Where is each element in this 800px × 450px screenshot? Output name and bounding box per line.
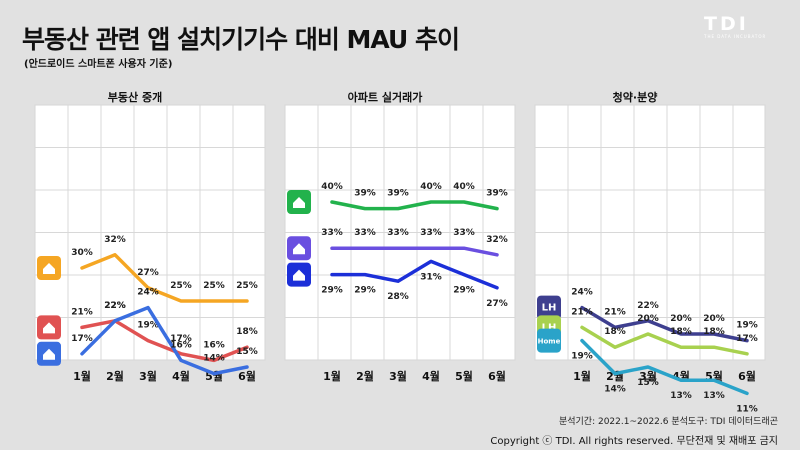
x-tick-label: 6월	[238, 369, 256, 383]
data-label: 16%	[203, 340, 225, 350]
x-tick-label: 4월	[172, 369, 190, 383]
x-tick-label: 2월	[356, 369, 374, 383]
series-line	[330, 200, 499, 211]
data-label: 39%	[486, 189, 508, 199]
x-tick-label: 3월	[389, 369, 407, 383]
series-line	[330, 246, 499, 257]
data-label: 16%	[170, 340, 192, 350]
data-label: 27%	[137, 268, 159, 278]
data-label: 20%	[670, 314, 692, 324]
data-label: 13%	[670, 391, 692, 401]
x-tick-label: 4월	[422, 369, 440, 383]
data-label: 20%	[703, 314, 725, 324]
x-tick-label: 1월	[323, 369, 341, 383]
data-label: 22%	[104, 301, 126, 311]
data-label: 28%	[387, 292, 409, 302]
data-label: 21%	[604, 307, 626, 317]
data-label: 13%	[703, 391, 725, 401]
x-tick-label: 6월	[738, 369, 756, 383]
analysis-period: 분석기간: 2022.1~2022.6 분석도구: TDI 데이터드래곤	[558, 417, 778, 427]
page-title: 부동산 관련 앱 설치기기수 대비 MAU 추이	[22, 25, 460, 54]
app-icon-label: Home	[538, 338, 561, 346]
data-label: 29%	[354, 286, 376, 296]
data-label: 19%	[571, 352, 593, 362]
data-label: 15%	[637, 378, 659, 388]
app-icon-glyph	[293, 269, 305, 281]
x-tick-label: 2월	[106, 369, 124, 383]
brand-logo: TDI THE DATA INCUBATOR	[704, 14, 780, 39]
series-line	[80, 319, 249, 363]
data-label: 15%	[236, 347, 258, 357]
data-label: 33%	[354, 228, 376, 238]
data-label: 24%	[571, 288, 593, 298]
data-label: 18%	[703, 327, 725, 337]
data-label: 39%	[354, 189, 376, 199]
data-label: 31%	[420, 272, 442, 282]
data-label: 30%	[71, 248, 93, 258]
data-label: 22%	[104, 301, 126, 311]
data-label: 40%	[420, 182, 442, 192]
data-label: 40%	[453, 182, 475, 192]
data-label: 33%	[420, 228, 442, 238]
data-label: 24%	[137, 288, 159, 298]
brand-tagline: THE DATA INCUBATOR	[704, 34, 767, 39]
data-label: 14%	[604, 385, 626, 395]
page-subtitle: (안드로이드 스마트폰 사용자 기준)	[24, 59, 173, 70]
data-label: 17%	[170, 334, 192, 344]
data-label: 25%	[203, 281, 225, 291]
data-label: 17%	[736, 334, 758, 344]
data-label: 20%	[637, 314, 659, 324]
data-label: 40%	[321, 182, 343, 192]
data-label: 17%	[71, 334, 93, 344]
data-label: 14%	[203, 354, 225, 364]
series-line	[80, 253, 249, 303]
data-label: 18%	[670, 327, 692, 337]
series-line	[580, 325, 749, 356]
series-line	[580, 338, 749, 396]
app-icon-glyph	[43, 322, 55, 334]
app-icon-glyph	[293, 197, 305, 208]
x-tick-label: 3월	[639, 369, 657, 383]
x-tick-label: 5월	[455, 369, 473, 383]
data-label: 33%	[321, 228, 343, 238]
chungyak-home-app-icon	[537, 328, 561, 353]
x-tick-label: 1월	[73, 369, 91, 383]
app-icon-glyph	[43, 263, 55, 274]
panel-title-apartment: 아파트 실거래가	[347, 91, 423, 104]
data-label: 22%	[637, 301, 659, 311]
data-label: 27%	[486, 299, 508, 309]
data-label: 19%	[137, 321, 159, 331]
series-line	[580, 305, 749, 343]
panel-title-subscription: 청약·분양	[612, 91, 658, 104]
panel-title-brokerage: 부동산 중개	[107, 91, 163, 104]
data-label: 21%	[71, 307, 93, 317]
series-line	[80, 305, 249, 376]
x-tick-label: 3월	[139, 369, 157, 383]
data-label: 11%	[736, 404, 758, 414]
data-label: 32%	[104, 235, 126, 245]
app-icon-label: LH	[542, 303, 557, 314]
data-label: 21%	[571, 307, 593, 317]
data-label: 29%	[453, 286, 475, 296]
app-icon-glyph	[293, 243, 305, 255]
app-icon-label: LH	[542, 322, 557, 333]
copyright-notice: Copyright ⓒ TDI. All rights reserved. 무단…	[490, 436, 778, 447]
data-label: 18%	[604, 327, 626, 337]
data-label: 19%	[736, 321, 758, 331]
data-label: 39%	[387, 189, 409, 199]
data-label: 33%	[387, 228, 409, 238]
x-tick-label: 6월	[488, 369, 506, 383]
data-label: 32%	[486, 235, 508, 245]
series-line	[330, 259, 499, 290]
data-label: 18%	[236, 327, 258, 337]
data-label: 25%	[170, 281, 192, 291]
data-label: 33%	[453, 228, 475, 238]
lh-app-icon	[537, 295, 561, 320]
brand-name: TDI	[704, 13, 749, 35]
data-label: 29%	[321, 286, 343, 296]
x-tick-label: 1월	[573, 369, 591, 383]
data-label: 25%	[236, 281, 258, 291]
app-icon-glyph	[43, 348, 55, 360]
